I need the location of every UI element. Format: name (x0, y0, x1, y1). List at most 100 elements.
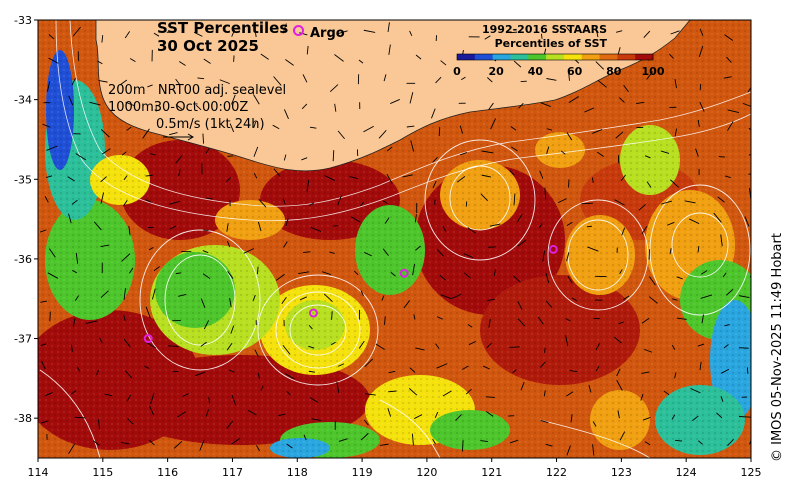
current-vector (252, 294, 256, 301)
current-vector (93, 221, 102, 231)
current-vector (641, 226, 648, 235)
current-vector (284, 373, 295, 380)
colorbar-frame (456, 53, 654, 61)
current-vector (510, 126, 517, 131)
current-vector (253, 94, 260, 105)
current-vector (695, 148, 699, 157)
current-vector (566, 132, 573, 141)
argo-marker-icon (293, 25, 304, 36)
current-vector (121, 253, 131, 262)
current-vector (336, 30, 348, 35)
current-vector (413, 314, 416, 320)
current-vector (286, 391, 291, 396)
current-vector (286, 443, 293, 449)
current-vector (663, 390, 670, 396)
current-vector (68, 443, 75, 454)
current-vector (493, 269, 497, 276)
current-vector (92, 440, 100, 446)
current-vector (364, 393, 376, 396)
current-vector (329, 84, 339, 93)
current-vector (193, 31, 203, 37)
current-vector (676, 276, 683, 280)
current-vector (619, 431, 626, 441)
current-vector (697, 343, 705, 347)
current-vector (387, 407, 392, 417)
current-vector (666, 221, 675, 226)
current-vector (509, 170, 515, 176)
colorbar-segment (457, 54, 476, 60)
current-vector (517, 239, 527, 247)
current-vector (463, 253, 474, 258)
current-vector (99, 337, 103, 344)
current-vector (701, 314, 704, 324)
current-vector (409, 367, 416, 373)
current-vector (739, 347, 749, 349)
current-vector (144, 365, 150, 369)
current-vector (569, 370, 578, 372)
x-tick-label: 114 (28, 466, 49, 479)
current-vector (617, 410, 620, 419)
current-vector (747, 86, 751, 93)
current-vector (205, 148, 210, 154)
argo-float-marker (399, 268, 409, 278)
current-vector (282, 198, 286, 205)
current-vector (697, 119, 700, 128)
current-vector (363, 125, 374, 133)
current-vector (713, 212, 722, 223)
current-vector (332, 150, 335, 162)
current-vector (546, 146, 550, 154)
current-vector (147, 84, 153, 88)
current-vector (71, 344, 73, 352)
current-vector (699, 83, 702, 91)
current-vector (125, 101, 136, 107)
current-vector (451, 293, 462, 300)
current-vector (100, 244, 110, 248)
current-vector (644, 155, 651, 159)
time-label: 30-Oct 00:00Z (153, 100, 249, 115)
current-vector (256, 445, 260, 452)
current-vector (586, 225, 592, 228)
current-vector (520, 381, 525, 391)
colorbar-segment (474, 54, 494, 60)
current-vector (613, 336, 622, 344)
current-vector (310, 226, 322, 232)
current-vector (272, 124, 280, 130)
current-vector (464, 272, 471, 279)
current-vector (698, 45, 704, 57)
current-vector (46, 145, 58, 151)
current-vector (364, 251, 372, 257)
current-vector (101, 35, 104, 43)
current-vector (178, 169, 181, 177)
current-vector (205, 409, 209, 417)
current-vector (49, 311, 51, 322)
current-vector (636, 101, 645, 105)
current-vector (380, 443, 389, 446)
title-line-1: SST Percentiles (157, 19, 289, 37)
current-vector (616, 368, 621, 377)
current-vector (71, 77, 76, 86)
current-vector (461, 76, 466, 81)
current-vector (486, 411, 494, 417)
current-vector (153, 266, 160, 272)
current-vector (375, 343, 385, 350)
current-vector (175, 78, 181, 86)
current-vector (337, 130, 345, 140)
scale-arrow-head (187, 133, 194, 141)
current-vector (697, 440, 703, 445)
current-vector (539, 170, 544, 179)
current-vector (436, 316, 443, 320)
colorbar-segment (546, 54, 565, 60)
current-vector (254, 27, 257, 38)
current-vector (199, 439, 205, 451)
colorbar-segment (510, 54, 529, 60)
current-vector (337, 195, 342, 206)
current-vector (596, 151, 604, 157)
legend-title-line-2: Percentiles of SST (494, 37, 608, 50)
current-vector (182, 393, 189, 397)
current-vector (102, 148, 111, 155)
current-vector (273, 168, 281, 177)
current-vector (40, 420, 49, 424)
x-axis: 114 115 116 117 118 119 120 121 122 123 124 125 (28, 458, 762, 479)
current-vector (465, 388, 472, 395)
current-vector (436, 249, 444, 257)
